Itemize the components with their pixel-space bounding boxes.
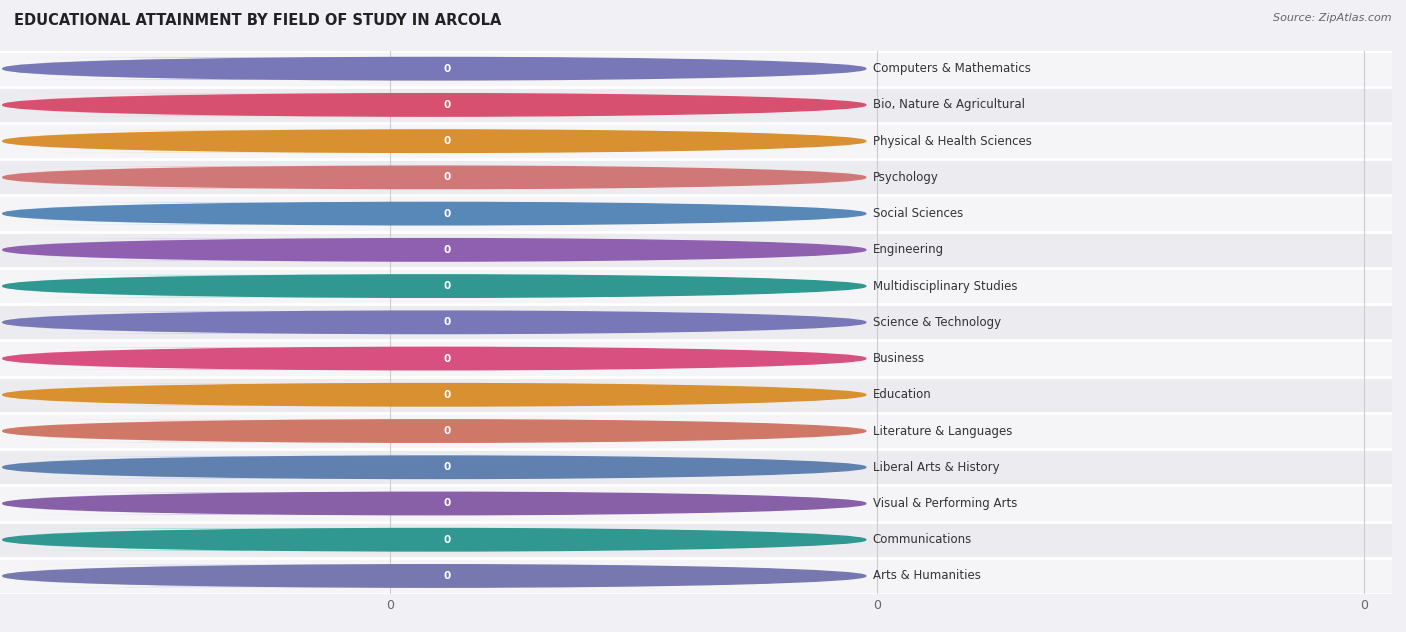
Circle shape (3, 420, 866, 442)
Text: Bio, Nature & Agricultural: Bio, Nature & Agricultural (873, 99, 1025, 111)
Bar (0, 195, 1392, 232)
Circle shape (3, 275, 866, 297)
Text: Business: Business (873, 352, 925, 365)
Circle shape (3, 348, 866, 370)
FancyBboxPatch shape (3, 275, 453, 297)
Circle shape (3, 130, 866, 152)
Bar (0, 449, 1392, 485)
Text: Communications: Communications (873, 533, 972, 546)
Text: EDUCATIONAL ATTAINMENT BY FIELD OF STUDY IN ARCOLA: EDUCATIONAL ATTAINMENT BY FIELD OF STUDY… (14, 13, 502, 28)
Text: 0: 0 (443, 136, 450, 146)
Bar (0, 159, 1392, 195)
FancyBboxPatch shape (3, 420, 453, 442)
Text: 0: 0 (443, 100, 450, 110)
Text: Psychology: Psychology (873, 171, 939, 184)
Bar (0, 123, 1392, 159)
Bar (0, 521, 1392, 558)
Text: 0: 0 (443, 281, 450, 291)
Text: 0: 0 (443, 426, 450, 436)
Circle shape (3, 528, 866, 551)
Circle shape (3, 58, 866, 80)
Text: Social Sciences: Social Sciences (873, 207, 963, 220)
Bar (0, 558, 1392, 594)
Text: Computers & Mathematics: Computers & Mathematics (873, 62, 1031, 75)
Bar (0, 341, 1392, 377)
Text: Source: ZipAtlas.com: Source: ZipAtlas.com (1274, 13, 1392, 23)
Text: Engineering: Engineering (873, 243, 943, 257)
FancyBboxPatch shape (3, 565, 453, 587)
FancyBboxPatch shape (3, 58, 453, 80)
FancyBboxPatch shape (3, 384, 453, 406)
Circle shape (3, 202, 866, 225)
FancyBboxPatch shape (3, 311, 453, 334)
Text: 0: 0 (443, 173, 450, 183)
FancyBboxPatch shape (3, 166, 453, 188)
FancyBboxPatch shape (3, 202, 453, 225)
FancyBboxPatch shape (3, 456, 453, 478)
Text: 0: 0 (443, 317, 450, 327)
Bar (0, 268, 1392, 304)
Bar (0, 232, 1392, 268)
Text: 0: 0 (443, 390, 450, 400)
Bar (0, 51, 1392, 87)
Text: Liberal Arts & History: Liberal Arts & History (873, 461, 1000, 474)
Text: 0: 0 (443, 462, 450, 472)
Bar (0, 87, 1392, 123)
Text: 0: 0 (443, 353, 450, 363)
FancyBboxPatch shape (3, 239, 453, 261)
FancyBboxPatch shape (3, 528, 453, 551)
Circle shape (3, 492, 866, 514)
Bar (0, 304, 1392, 341)
Bar (0, 377, 1392, 413)
Circle shape (3, 456, 866, 478)
Circle shape (3, 311, 866, 334)
FancyBboxPatch shape (3, 492, 453, 514)
Circle shape (3, 239, 866, 261)
Text: 0: 0 (443, 64, 450, 74)
Text: 0: 0 (443, 209, 450, 219)
Text: Visual & Performing Arts: Visual & Performing Arts (873, 497, 1017, 510)
Text: Physical & Health Sciences: Physical & Health Sciences (873, 135, 1032, 148)
Circle shape (3, 94, 866, 116)
FancyBboxPatch shape (3, 94, 453, 116)
Text: 0: 0 (443, 571, 450, 581)
Text: 0: 0 (443, 245, 450, 255)
Text: Literature & Languages: Literature & Languages (873, 425, 1012, 437)
FancyBboxPatch shape (3, 130, 453, 152)
Bar (0, 413, 1392, 449)
Text: Arts & Humanities: Arts & Humanities (873, 569, 980, 583)
Bar (0, 485, 1392, 521)
FancyBboxPatch shape (3, 348, 453, 370)
Circle shape (3, 384, 866, 406)
Circle shape (3, 565, 866, 587)
Text: 0: 0 (443, 535, 450, 545)
Circle shape (3, 166, 866, 188)
Text: Multidisciplinary Studies: Multidisciplinary Studies (873, 279, 1018, 293)
Text: Education: Education (873, 388, 932, 401)
Text: 0: 0 (443, 499, 450, 509)
Text: Science & Technology: Science & Technology (873, 316, 1001, 329)
